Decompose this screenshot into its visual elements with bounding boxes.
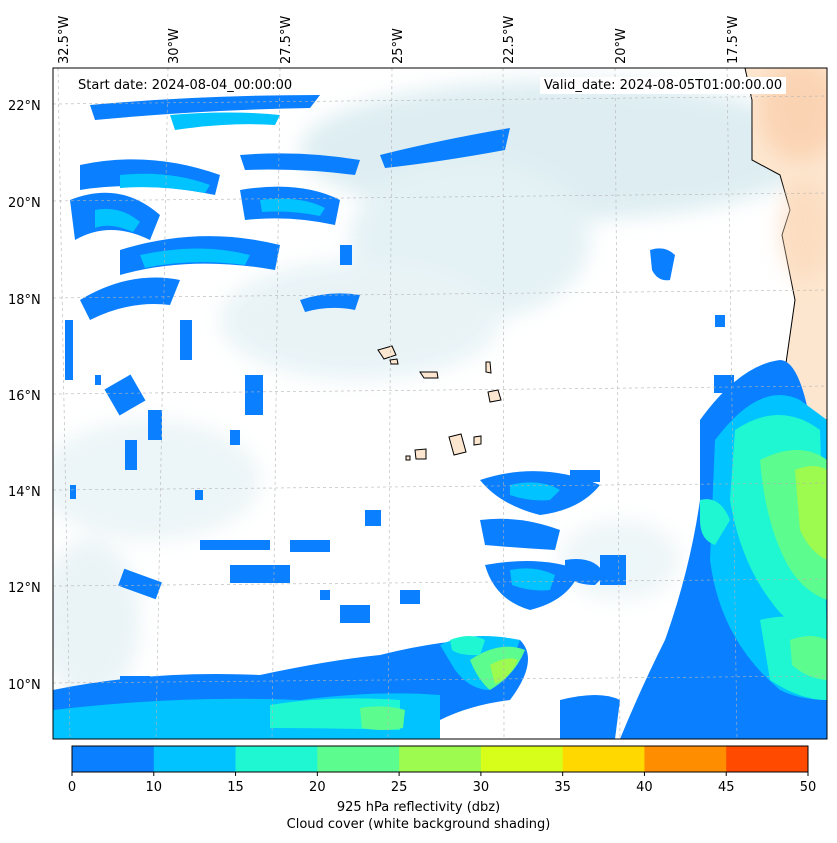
lat-tick-label: 16°N [8,389,41,404]
reflectivity-southern-band [53,636,620,739]
colorbar-subtitle: Cloud cover (white background shading) [286,817,551,832]
lat-tick-label: 10°N [8,678,41,693]
colorbar-tick-label: 35 [554,780,571,795]
lon-tick-label: 30°W [167,28,182,64]
colorbar-ticks: 0 10 15 20 25 30 35 40 45 50 [68,772,816,795]
colorbar-tick-label: 30 [473,780,490,795]
colorbar-segment [562,746,645,772]
valid-date-label: Valid_date: 2024-08-05T01:00:00.00 [540,77,787,94]
start-date-label: Start date: 2024-08-04_00:00:00 [74,77,297,94]
cape-verde-islands [377,345,502,461]
colorbar-segment [235,746,318,772]
lat-tick-label: 20°N [8,196,41,211]
reflectivity-mid-cluster [480,471,605,610]
lon-tick-label: 32.5°W [57,16,72,64]
lat-tick-label: 22°N [8,99,41,114]
colorbar-segment [72,746,155,772]
colorbar-segment [317,746,400,772]
colorbar-segment [726,746,809,772]
lon-tick-label: 20°W [614,28,629,64]
lon-tick-label: 17.5°W [726,16,741,64]
colorbar-segment [480,746,564,772]
colorbar-tick-label: 0 [68,780,76,795]
colorbar-tick-label: 40 [636,780,653,795]
longitude-tick-labels: 32.5°W 30°W 27.5°W 25°W 22.5°W 20°W 17.5… [57,16,741,64]
map-frame [52,67,828,740]
colorbar-tick-label: 10 [146,780,163,795]
colorbar-tick-label: 50 [800,780,817,795]
colorbar-segment [153,746,237,772]
colorbar-title: 925 hPa reflectivity (dbz) [336,800,501,815]
lat-tick-label: 18°N [8,293,41,308]
colorbar [71,745,809,773]
lon-tick-label: 27.5°W [279,16,294,64]
lat-tick-label: 14°N [8,485,41,500]
colorbar-border [71,745,809,773]
colorbar-tick-label: 25 [391,780,408,795]
lon-tick-label: 25°W [391,28,406,64]
colorbar-segment [399,746,482,772]
lon-tick-label: 22.5°W [502,16,517,64]
map-gridlines [53,68,827,739]
latitude-tick-labels: 22°N 20°N 18°N 16°N 14°N 12°N 10°N [8,99,41,693]
colorbar-tick-label: 20 [309,780,326,795]
colorbar-segment [644,746,727,772]
lat-tick-label: 12°N [8,581,41,596]
reflectivity-streaks-northwest [70,95,675,320]
colorbar-tick-label: 45 [718,780,735,795]
colorbar-tick-label: 15 [227,780,244,795]
reflectivity-eastern-region [620,360,827,739]
